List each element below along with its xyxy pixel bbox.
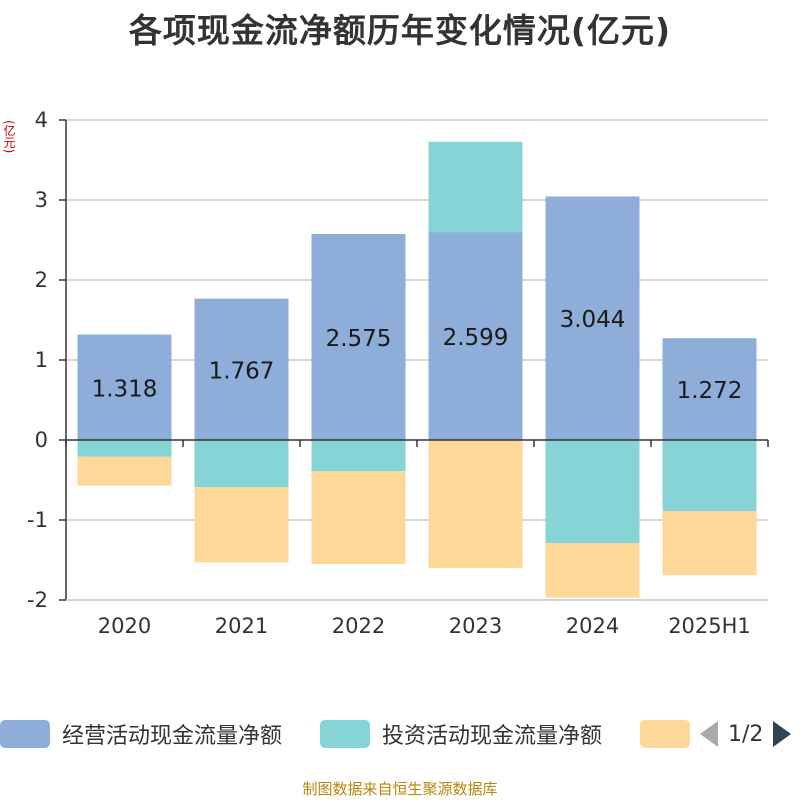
bar-segment bbox=[545, 543, 640, 598]
bar-segment bbox=[77, 456, 172, 486]
bar-data-label: 1.318 bbox=[92, 376, 158, 402]
stacked-bar-chart: -2 -1 0 1 2 3 4 1.318 2020 1.767 2021 2.575 2022 2.59… bbox=[27, 108, 769, 638]
x-tick-label: 2021 bbox=[215, 614, 268, 638]
y-axis-unit: (亿元) bbox=[2, 120, 16, 154]
y-tick-label: 2 bbox=[35, 268, 48, 292]
legend-label-operating: 经营活动现金流量净额 bbox=[62, 724, 283, 749]
data-source-footer: 制图数据来自恒生聚源数据库 bbox=[302, 780, 498, 798]
legend-label-investing: 投资活动现金流量净额 bbox=[382, 724, 603, 749]
triangle-left-icon[interactable] bbox=[700, 721, 718, 747]
bar-segment bbox=[311, 234, 406, 440]
y-tick-label: -2 bbox=[27, 588, 48, 612]
bar-segment bbox=[428, 141, 523, 233]
bar-data-label: 2.599 bbox=[443, 325, 509, 351]
y-tick-label: 3 bbox=[35, 188, 48, 212]
legend-pager: 1/2 bbox=[700, 718, 792, 750]
legend-item-third-series[interactable] bbox=[640, 714, 690, 754]
bar-segment bbox=[545, 440, 640, 544]
legend-item-investing[interactable]: 投资活动现金流量净额 bbox=[320, 714, 602, 754]
legend: 经营活动现金流量净额 投资活动现金流量净额 1/2 bbox=[0, 714, 800, 754]
bar-data-label: 2.575 bbox=[326, 326, 392, 352]
bar-segment bbox=[194, 487, 289, 563]
x-tick-label: 2020 bbox=[98, 614, 151, 638]
y-tick-label: 1 bbox=[35, 348, 48, 372]
bar-segment bbox=[77, 334, 172, 440]
legend-swatch-operating bbox=[0, 720, 50, 748]
legend-item-operating[interactable]: 经营活动现金流量净额 bbox=[0, 714, 282, 754]
chart-title: 各项现金流净额历年变化情况(亿元) bbox=[128, 11, 672, 50]
bar-segment bbox=[428, 232, 523, 440]
bar-segment bbox=[662, 440, 757, 512]
bar-segment bbox=[311, 471, 406, 564]
x-tick-label: 2024 bbox=[566, 614, 619, 638]
bar-segment bbox=[662, 511, 757, 576]
y-tick-label: 0 bbox=[35, 428, 48, 452]
bar-segment bbox=[194, 440, 289, 488]
legend-pager-label: 1/2 bbox=[728, 721, 764, 747]
bar-segment bbox=[311, 440, 406, 472]
x-tick-label: 2022 bbox=[332, 614, 385, 638]
bar-data-label: 3.044 bbox=[560, 307, 626, 333]
bar-data-label: 1.767 bbox=[209, 358, 275, 384]
x-tick-label: 2025H1 bbox=[668, 614, 751, 638]
triangle-right-icon[interactable] bbox=[773, 721, 792, 747]
bar-segment bbox=[194, 298, 289, 440]
bar-segment bbox=[77, 440, 172, 457]
legend-swatch-third-series bbox=[640, 720, 690, 748]
y-tick-label: 4 bbox=[35, 108, 48, 132]
bar-data-label: 1.272 bbox=[677, 378, 743, 404]
bar-segment bbox=[428, 440, 523, 568]
y-tick-label: -1 bbox=[27, 508, 48, 532]
bar-segment bbox=[545, 196, 640, 440]
bar-segment bbox=[662, 338, 757, 440]
x-tick-label: 2023 bbox=[449, 614, 502, 638]
legend-swatch-investing bbox=[320, 720, 370, 748]
